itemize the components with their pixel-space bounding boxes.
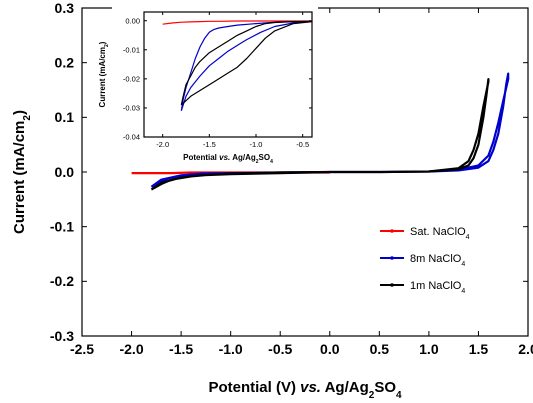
inset-plot: -2.0 -1.5 -1.0 -0.5 0.00 -0.01 -0.02 -0.03 -0.04… bbox=[98, 11, 313, 165]
label-part: SO bbox=[259, 153, 271, 162]
main-y-tick-label: 0.2 bbox=[55, 55, 75, 71]
inset-y-tick-label: -0.01 bbox=[123, 45, 140, 54]
inset-y-tick-label: -0.03 bbox=[123, 104, 140, 113]
inset-x-tick-label: -2.0 bbox=[156, 140, 169, 149]
label-part: SO bbox=[374, 379, 396, 396]
main-x-tick-label: -1.0 bbox=[219, 341, 243, 357]
label-part: Potential (V) bbox=[208, 379, 300, 396]
legend-marker-1 bbox=[390, 256, 394, 260]
label-part: 1m NaClO bbox=[410, 280, 462, 292]
main-x-tick-label: -0.5 bbox=[268, 341, 292, 357]
inset-y-tick-label: -0.04 bbox=[123, 133, 140, 142]
label-subscript: 2 bbox=[104, 44, 110, 47]
main-x-tick-label: 1.0 bbox=[419, 341, 439, 357]
main-y-axis-label: Current (mA/cm2) bbox=[11, 110, 33, 234]
label-part: Current (mA/cm bbox=[11, 121, 28, 234]
label-part: 8m NaClO bbox=[410, 253, 462, 265]
inset-x-tick-label: -0.5 bbox=[296, 140, 309, 149]
inset-x-tick-label: -1.5 bbox=[203, 140, 216, 149]
label-part: Ag/Ag bbox=[230, 153, 256, 162]
legend-label-2: 1m NaClO4 bbox=[410, 280, 465, 295]
inset-frame bbox=[143, 11, 313, 138]
label-part: Ag/Ag bbox=[321, 379, 369, 396]
inset-y-tick-label: -0.02 bbox=[123, 74, 140, 83]
label-part: Current (mA/cm bbox=[98, 47, 107, 107]
label-subscript: 2 bbox=[256, 159, 259, 165]
label-part: Sat. NaClO bbox=[410, 226, 466, 238]
label-italic-part: vs. bbox=[300, 379, 321, 396]
main-x-tick-label: -2.0 bbox=[119, 341, 143, 357]
label-part: Potential bbox=[183, 153, 219, 162]
legend-marker-0 bbox=[390, 229, 394, 233]
inset-background bbox=[112, 6, 318, 164]
label-subscript: 4 bbox=[461, 261, 465, 268]
label-part: ) bbox=[98, 41, 107, 44]
label-italic-part: vs. bbox=[219, 153, 230, 162]
legend-marker-2 bbox=[390, 283, 394, 287]
main-y-tick-label: -0.3 bbox=[50, 328, 74, 344]
main-series-line-2 bbox=[150, 78, 490, 191]
inset-x-axis-label: Potential vs. Ag/Ag2SO4 bbox=[183, 153, 273, 165]
inset-series-line-0 bbox=[162, 20, 312, 25]
main-x-tick-label: -2.5 bbox=[70, 341, 94, 357]
main-x-tick-label: 1.5 bbox=[469, 341, 489, 357]
main-y-tick-label: -0.1 bbox=[50, 219, 74, 235]
main-x-tick-label: -1.5 bbox=[169, 341, 193, 357]
main-x-tick-label: 0.0 bbox=[320, 341, 340, 357]
main-plot: -2.5 -2.0 -1.5 -1.0 -0.5 0.0 0.5 1.0 1.5 2.0 -0.3 -… bbox=[11, 0, 533, 401]
label-subscript: 4 bbox=[396, 390, 402, 401]
main-x-axis-label: Potential (V) vs. Ag/Ag2SO4 bbox=[208, 379, 402, 401]
main-y-tick-label: 0.0 bbox=[55, 164, 75, 180]
main-x-tick-label: 2.0 bbox=[518, 341, 533, 357]
legend-label-0: Sat. NaClO4 bbox=[410, 226, 470, 241]
inset-y-tick-label: 0.00 bbox=[125, 16, 140, 25]
main-y-tick-label: 0.1 bbox=[55, 109, 75, 125]
main-y-tick-label: -0.2 bbox=[50, 273, 74, 289]
label-subscript: 2 bbox=[369, 390, 375, 401]
label-subscript: 4 bbox=[270, 159, 273, 165]
inset-x-tick-label: -1.0 bbox=[250, 140, 263, 149]
legend-label-1: 8m NaClO4 bbox=[410, 253, 465, 268]
label-subscript: 4 bbox=[461, 288, 465, 295]
inset-y-axis-label: Current (mA/cm2) bbox=[98, 41, 110, 107]
main-x-tick-label: 0.5 bbox=[370, 341, 390, 357]
inset-series-line-2 bbox=[180, 20, 313, 106]
label-part: ) bbox=[11, 110, 28, 115]
label-subscript: 4 bbox=[466, 234, 470, 241]
main-y-tick-label: 0.3 bbox=[55, 0, 75, 16]
label-subscript: 2 bbox=[22, 115, 33, 121]
